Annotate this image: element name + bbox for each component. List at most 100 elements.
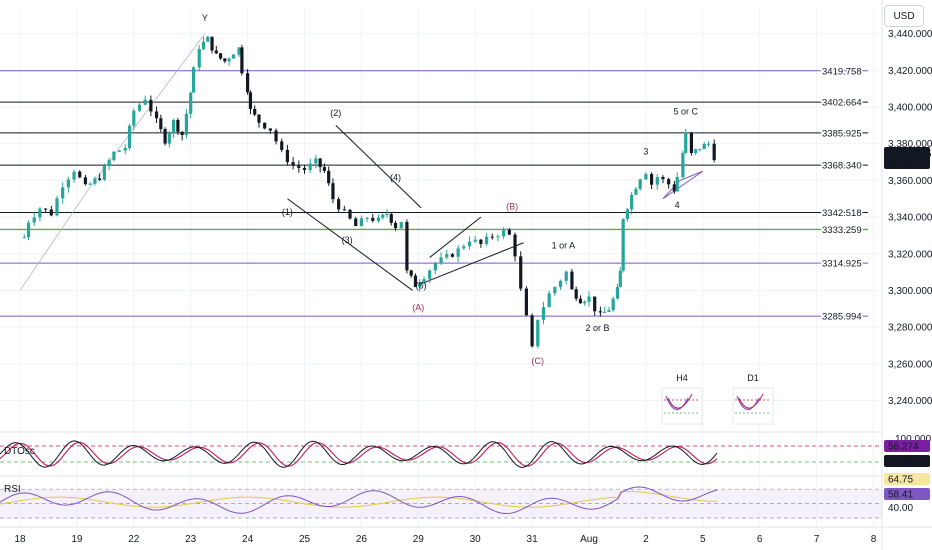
wave-path (19, 33, 206, 291)
candle-body (26, 222, 31, 238)
candle-body (689, 132, 694, 154)
candle-body (314, 158, 318, 164)
inset-box (732, 387, 774, 425)
candle-body (83, 177, 88, 185)
price-tick-label: 3,360.000 (888, 176, 932, 187)
candle-body (564, 271, 568, 281)
candle-body (638, 179, 642, 189)
candle-body (570, 271, 574, 290)
wave-label: (C) (532, 356, 545, 366)
time-tick-label: 26 (356, 534, 368, 545)
wave-label: Y (202, 13, 208, 23)
candle-body (32, 217, 36, 223)
candle-body (587, 296, 591, 302)
dtosc-fast-badge (884, 440, 930, 452)
candle-body (206, 36, 210, 42)
candle-body (61, 187, 65, 199)
candle-body (371, 217, 375, 221)
dtosc-slow-value: 24.941 (888, 457, 919, 468)
candle-body (405, 221, 409, 271)
candle-body (246, 73, 250, 93)
candle-body (214, 50, 218, 54)
candle-body (479, 239, 483, 244)
dtosc-tick-label: 100.000 (895, 434, 932, 445)
candle-body (418, 283, 422, 287)
candle-body (615, 287, 620, 299)
dtosc-fast-line (0, 440, 718, 468)
candle-body (413, 275, 418, 287)
wave-label: (1) (282, 207, 293, 217)
trendlines (19, 33, 704, 291)
candle-body (578, 298, 583, 304)
price-tick-label: 3,400.000 (888, 103, 932, 114)
candle-body (117, 150, 122, 152)
time-tick-label: 29 (413, 534, 425, 545)
candle-body (675, 177, 679, 192)
candle-body (197, 49, 201, 68)
wave-label: 3 (643, 147, 648, 157)
candles (22, 35, 716, 349)
candle-body (123, 148, 127, 151)
currency-selector[interactable]: USD (884, 5, 924, 27)
candle-body (112, 151, 116, 161)
candle-body (302, 167, 307, 171)
candle-body (237, 47, 241, 55)
candle-body (530, 315, 534, 347)
inset-label: D1 (747, 373, 759, 383)
level-label: 3314.925 (822, 259, 862, 270)
rsi-ma-badge (884, 473, 930, 485)
rsi-line (0, 486, 718, 515)
candle-body (634, 188, 638, 195)
candle-body (630, 194, 634, 210)
candle-body (66, 179, 70, 188)
candle-body (365, 217, 369, 219)
candle-body (462, 246, 466, 249)
candle-body (467, 241, 472, 247)
candle-body (102, 165, 107, 180)
price-tick-label: 3,420.000 (888, 66, 932, 77)
time-axis[interactable]: 18 19 22 23 24 25 26 29 30 31 Aug 2 5 6 7 8 (14, 534, 876, 545)
price-tick-label: 3,300.000 (888, 286, 932, 297)
candle-body (507, 229, 511, 235)
candle-body (611, 298, 615, 311)
candle-body (393, 222, 398, 229)
time-tick-label: 25 (299, 534, 311, 545)
level-label: 3333.259 (822, 225, 862, 236)
candle-body (132, 110, 136, 126)
candle-body (149, 99, 153, 112)
price-tick-label: 3,380.000 (888, 139, 932, 150)
candle-body (450, 254, 455, 257)
dtosc-slow-line (0, 441, 718, 467)
candle-body (78, 171, 82, 178)
candle-body (191, 67, 196, 93)
candle-body (210, 36, 214, 51)
wave-label: 1 or A (552, 240, 576, 250)
rsi-badge (884, 488, 930, 500)
inset-box (661, 387, 703, 425)
time-tick-label: 7 (814, 534, 820, 545)
candle-body (574, 289, 578, 299)
candle-body (154, 111, 159, 119)
candle-body (445, 254, 449, 258)
wave-label: (B) (506, 202, 518, 212)
candle-body (49, 209, 53, 216)
price-axis[interactable]: 3,240.000 3,260.000 3,280.000 3,300.000 3,32… (881, 0, 932, 550)
price-badge-bg (884, 147, 930, 170)
price-badge-countdown: 41:29 (887, 159, 912, 170)
candle-body (297, 165, 301, 168)
inset-label: H4 (676, 373, 688, 383)
candle-body (698, 148, 702, 150)
candle-body (684, 132, 688, 153)
candle-body (322, 167, 327, 171)
candle-body (248, 92, 253, 109)
candle-body (107, 160, 111, 166)
horizontal-levels: 3419.758 3402.664 3385.925 3368.340 3342.518… (0, 65, 868, 324)
time-tick-label: 2 (643, 534, 649, 545)
candle-body (376, 217, 381, 221)
rsi-label: RSI (4, 484, 21, 495)
rsi-tick-label: 40.00 (888, 503, 913, 514)
candle-body (268, 128, 272, 131)
currency-label: USD (893, 10, 915, 22)
level-label: 3368.340 (822, 161, 862, 172)
